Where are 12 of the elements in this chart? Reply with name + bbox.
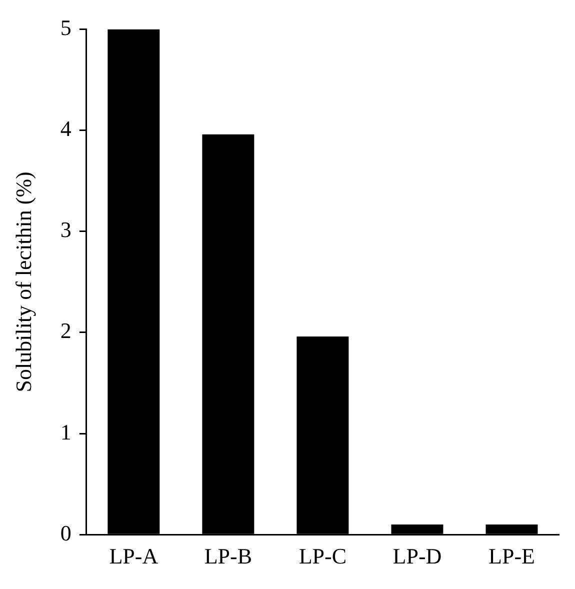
y-axis-title: Solubility of lecithin (%) bbox=[10, 172, 36, 392]
x-tick-label: LP-B bbox=[204, 544, 252, 569]
x-tick-label: LP-E bbox=[488, 544, 535, 569]
x-tick-label: LP-C bbox=[298, 544, 347, 569]
y-tick-label: 3 bbox=[60, 217, 72, 242]
y-tick-label: 0 bbox=[60, 520, 72, 546]
y-tick-label: 1 bbox=[60, 419, 72, 444]
y-tick-label: 4 bbox=[60, 116, 72, 142]
y-tick-label: 2 bbox=[60, 318, 72, 344]
y-tick-label: 5 bbox=[60, 14, 72, 40]
x-tick-label: LP-D bbox=[392, 544, 442, 569]
x-tick-label: LP-A bbox=[109, 544, 158, 569]
